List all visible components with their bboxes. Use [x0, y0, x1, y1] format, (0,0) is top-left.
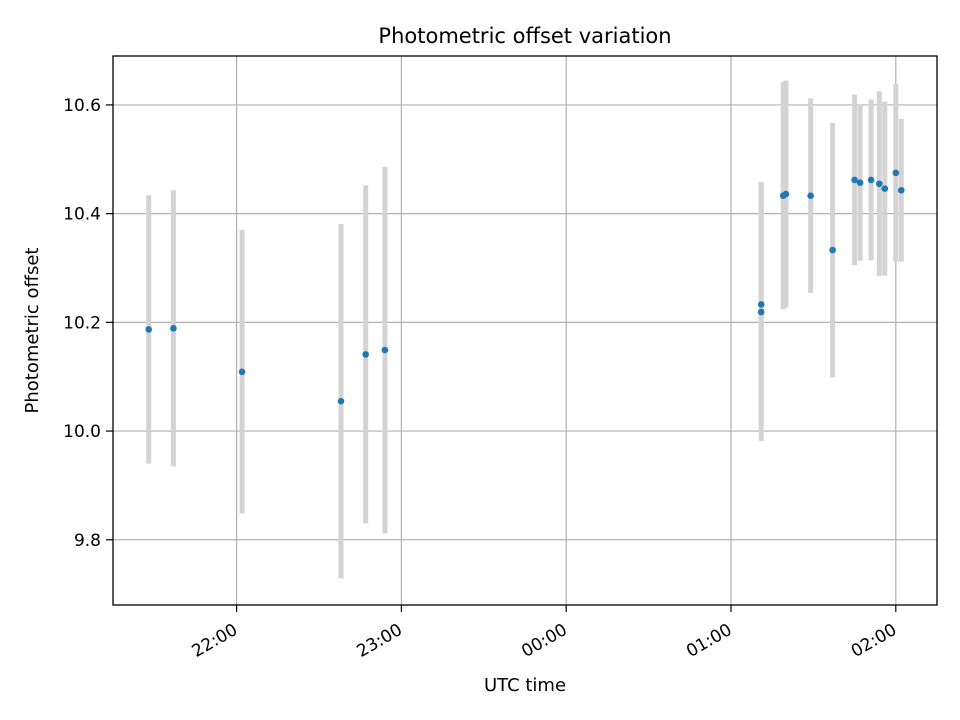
data-point: [892, 169, 900, 177]
y-tick-label: 10.0: [63, 422, 101, 442]
data-point: [757, 301, 765, 308]
data-point: [881, 185, 889, 192]
y-axis-ticks: 9.8 10.0 10.2 10.4 10.6: [63, 96, 113, 551]
chart-title: Photometric offset variation: [378, 24, 671, 48]
data-point: [145, 326, 153, 333]
data-point: [856, 179, 864, 186]
y-tick-label: 10.6: [63, 96, 101, 116]
data-point: [897, 186, 905, 194]
data-point: [867, 176, 875, 184]
y-tick-label: 10.2: [63, 313, 101, 333]
plot-area: [113, 56, 937, 605]
data-point: [381, 346, 389, 354]
y-axis-label: Photometric offset: [22, 248, 43, 414]
data-point: [337, 397, 345, 405]
data-point: [362, 351, 369, 358]
plot-background: [113, 56, 937, 605]
data-point: [876, 180, 883, 188]
data-point: [757, 308, 765, 316]
data-point: [851, 176, 858, 184]
y-tick-label: 9.8: [74, 531, 101, 551]
x-axis-label: UTC time: [484, 675, 566, 696]
data-points: [145, 169, 905, 405]
data-point: [238, 368, 246, 376]
data-point: [829, 246, 836, 254]
data-point: [782, 190, 790, 198]
axes-border: [112, 55, 938, 606]
axes-frame: [112, 55, 938, 606]
data-point: [170, 325, 177, 332]
y-tick-label: 10.4: [63, 205, 101, 225]
data-point: [807, 192, 814, 199]
